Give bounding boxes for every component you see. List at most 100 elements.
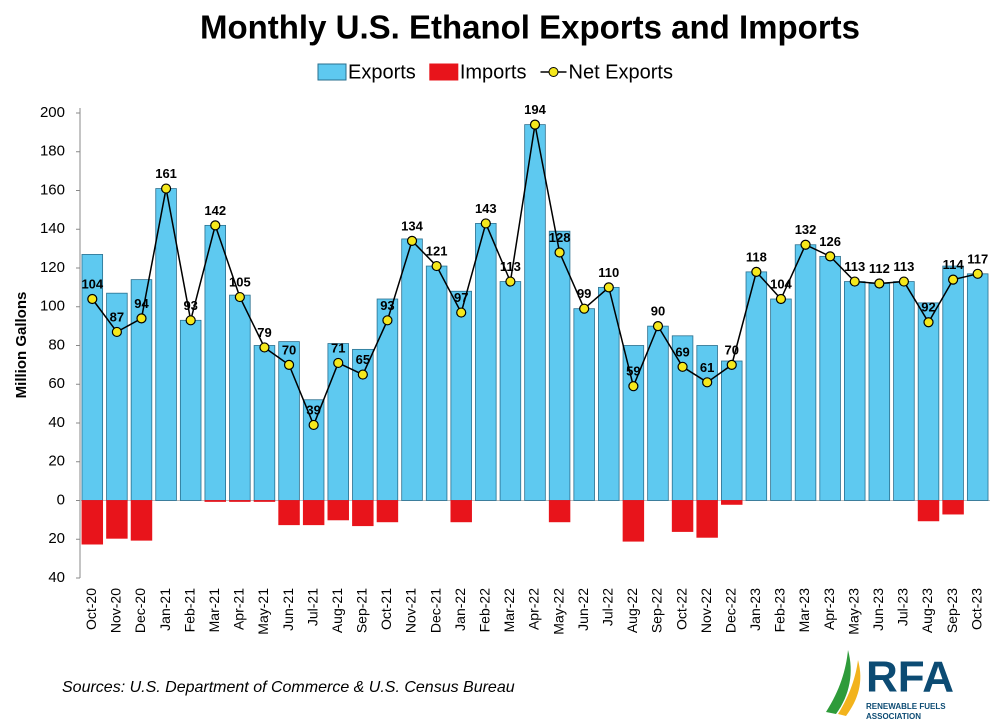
bar [548, 500, 571, 523]
bar [204, 224, 226, 501]
data-label: 59 [626, 364, 640, 379]
data-label: 92 [921, 300, 935, 315]
bar [721, 500, 743, 505]
logo-tagline: ASSOCIATION [866, 712, 921, 721]
bar [868, 283, 891, 501]
bar [81, 500, 104, 545]
marker [579, 303, 590, 314]
marker [874, 278, 885, 289]
x-tick-label: Oct-20 [83, 588, 99, 630]
data-label: 97 [454, 290, 468, 305]
marker [554, 247, 565, 258]
bar [524, 124, 546, 501]
data-label: 99 [577, 286, 591, 301]
data-label: 93 [183, 298, 197, 313]
bar [917, 302, 940, 501]
data-label: 104 [81, 276, 103, 291]
data-label: 113 [893, 259, 914, 274]
x-tick-label: Dec-20 [132, 588, 148, 633]
marker [480, 218, 491, 229]
bar [106, 500, 128, 539]
data-label: 110 [598, 265, 619, 280]
x-tick-label: May-23 [845, 588, 861, 635]
bar [819, 255, 841, 501]
x-tick-label: Oct-23 [968, 588, 984, 630]
marker [702, 377, 713, 388]
bar [450, 290, 472, 501]
data-label: 118 [746, 249, 767, 264]
data-label: 126 [819, 234, 841, 249]
marker [972, 268, 983, 279]
marker [775, 293, 787, 305]
marker [234, 291, 245, 303]
data-label: 134 [401, 218, 423, 233]
data-label: 143 [475, 201, 497, 216]
bar [376, 298, 399, 501]
y-tick-label: 100 [40, 298, 65, 315]
y-tick-label: 180 [40, 143, 65, 160]
x-tick-label: Apr-23 [821, 588, 837, 630]
y-tick-label: 40 [48, 414, 65, 431]
x-tick-label: Nov-22 [698, 588, 714, 633]
bar [401, 238, 423, 501]
data-label: 87 [110, 309, 124, 324]
marker [726, 359, 737, 370]
bar [671, 335, 694, 501]
x-tick-label: Sep-21 [354, 588, 370, 633]
marker [825, 251, 836, 262]
bar [204, 500, 226, 502]
x-tick-label: Jun-21 [280, 588, 296, 631]
x-tick-label: Feb-22 [477, 588, 493, 633]
data-label: 79 [257, 325, 271, 340]
data-label: 113 [500, 259, 521, 274]
x-tick-label: Nov-21 [403, 588, 419, 633]
y-tick-label: 80 [48, 336, 65, 353]
x-tick-label: Apr-21 [231, 588, 247, 630]
bar [794, 244, 817, 501]
bar [671, 500, 694, 532]
marker [333, 357, 344, 369]
logo-leaf [826, 650, 851, 714]
logo-tagline: RENEWABLE FUELS [866, 702, 946, 711]
data-label: 39 [306, 402, 320, 417]
marker [308, 419, 319, 431]
x-tick-label: Mar-21 [206, 588, 222, 633]
bar [352, 500, 374, 527]
bar [253, 345, 276, 501]
bar [327, 500, 349, 521]
x-tick-label: Aug-21 [329, 588, 345, 633]
bar [647, 325, 669, 501]
x-tick-label: Feb-21 [181, 588, 197, 633]
x-tick-label: Feb-23 [772, 588, 788, 633]
y-tick-label: 0 [57, 491, 65, 508]
x-tick-label: May-21 [255, 588, 271, 635]
data-label: 105 [229, 275, 251, 290]
marker [849, 276, 860, 287]
logo-leaf [838, 660, 861, 716]
data-label: 61 [700, 360, 714, 375]
bar [155, 188, 177, 501]
data-label: 93 [380, 298, 394, 313]
x-tick-label: Jul-22 [599, 588, 615, 626]
bar [130, 279, 153, 501]
bar [917, 500, 940, 522]
bar [844, 281, 866, 501]
marker [505, 276, 516, 287]
legend-label: Imports [460, 61, 527, 83]
bar [302, 500, 325, 526]
source-note: Sources: U.S. Department of Commerce & U… [62, 679, 515, 696]
marker [406, 235, 418, 246]
marker [185, 315, 196, 326]
bar [966, 273, 989, 501]
bar [696, 500, 718, 538]
y-tick-label: 200 [40, 104, 65, 121]
y-tick-label: 20 [48, 453, 65, 470]
x-tick-label: Dec-21 [427, 588, 443, 633]
marker [259, 342, 270, 353]
bar [548, 230, 571, 501]
bar [229, 294, 251, 501]
marker [111, 326, 122, 338]
x-tick-label: Apr-22 [526, 588, 542, 630]
bar [721, 360, 743, 501]
